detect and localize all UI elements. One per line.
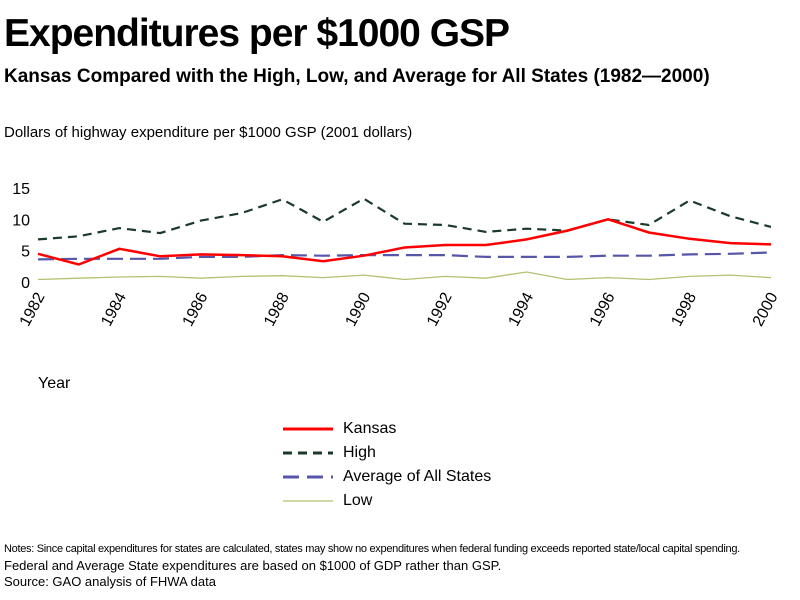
line-chart: 0 5 10 15 1982 1984 1986 1988 1990 1992 1994 1996 19… (12, 181, 782, 329)
x-tick-label: 1998 (668, 290, 700, 329)
series-line-average-of-all-states (37, 251, 772, 261)
legend-swatch (283, 451, 333, 455)
basis-note: Federal and Average State expenditures a… (4, 558, 502, 573)
legend-item: Low (283, 489, 491, 513)
x-tick-label: 2000 (750, 290, 782, 329)
series-line-kansas (37, 217, 772, 266)
legend-label: Low (343, 492, 373, 509)
notes-block: Notes: Since capital expenditures for st… (4, 543, 740, 589)
y-tick-label: 0 (21, 275, 30, 292)
legend-item: Average of All States (283, 465, 491, 489)
notes-line: Notes: Since capital expenditures for st… (4, 543, 740, 555)
legend-label: High (343, 444, 376, 461)
x-axis-label: Year (38, 375, 71, 392)
chart-title: Expenditures per $1000 GSP (4, 12, 510, 55)
x-tick-label: 1986 (180, 290, 212, 329)
legend-swatch (283, 500, 333, 502)
legend-swatch (283, 427, 333, 431)
legend-item: Kansas (283, 417, 491, 441)
source-note: Source: GAO analysis of FHWA data (4, 574, 216, 589)
y-tick-label: 15 (12, 181, 30, 198)
x-tick-label: 1994 (505, 290, 537, 329)
x-tick-label: 1992 (424, 290, 456, 329)
series-line-low (37, 271, 772, 281)
series-line-high (37, 197, 772, 241)
legend-label: Kansas (343, 420, 397, 437)
y-tick-label: 5 (21, 244, 30, 261)
y-axis-label: Dollars of highway expenditure per $1000… (4, 124, 413, 141)
x-tick-label: 1988 (261, 290, 293, 329)
legend-swatch (283, 475, 333, 479)
x-tick-label: 1990 (343, 290, 375, 329)
legend-item: High (283, 441, 491, 465)
chart-subtitle: Kansas Compared with the High, Low, and … (4, 66, 710, 87)
y-tick-label: 10 (12, 212, 30, 229)
x-tick-label: 1996 (587, 290, 619, 329)
legend-label: Average of All States (343, 468, 492, 485)
x-tick-label: 1984 (98, 290, 130, 329)
x-tick-label: 1982 (17, 290, 49, 329)
chart-legend: Kansas High Average of All States Low (283, 417, 491, 513)
